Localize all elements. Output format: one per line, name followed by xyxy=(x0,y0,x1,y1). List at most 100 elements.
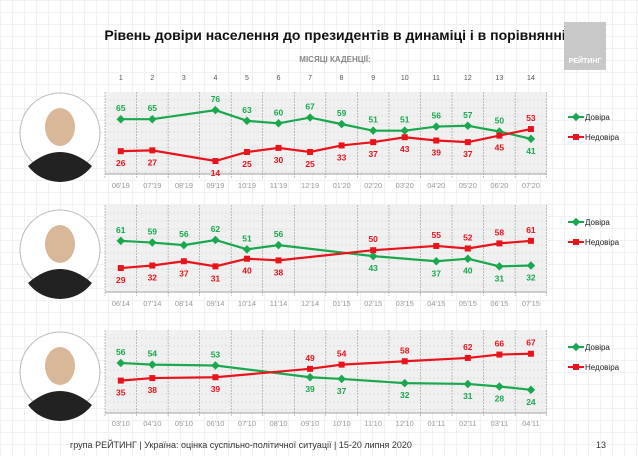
data-label: 76 xyxy=(211,94,221,104)
portrait-suit xyxy=(28,152,92,182)
data-label: 56 xyxy=(274,229,284,239)
data-label: 50 xyxy=(495,116,505,126)
data-label: 62 xyxy=(463,342,473,352)
trust-point xyxy=(274,119,283,128)
distrust-point xyxy=(338,142,345,149)
x-tick-label: 03'15 xyxy=(396,299,414,308)
data-label: 35 xyxy=(116,388,126,398)
data-label: 50 xyxy=(368,234,378,244)
data-label: 67 xyxy=(526,338,536,348)
data-label: 51 xyxy=(242,233,252,243)
data-label: 43 xyxy=(400,144,410,154)
x-tick-label: 08'19 xyxy=(175,181,193,190)
distrust-point xyxy=(527,350,534,357)
x-tick-label: 02'20 xyxy=(364,181,382,190)
trust-point xyxy=(305,372,315,382)
x-tick-label: 11'10 xyxy=(364,419,382,428)
x-tick-label: 07'15 xyxy=(522,299,540,308)
portrait-face xyxy=(45,225,75,263)
data-label: 45 xyxy=(495,143,505,153)
trust-point xyxy=(211,105,220,115)
legend-label-distrust: Недовіра xyxy=(585,238,620,247)
x-tick-label: 09'14 xyxy=(206,299,224,308)
x-tick-label: 03'10 xyxy=(112,419,130,428)
data-label: 53 xyxy=(526,113,536,123)
x-tick-label: 11'14 xyxy=(270,299,288,308)
month-number: 11 xyxy=(433,75,440,82)
month-number: 9 xyxy=(371,75,375,82)
month-number: 8 xyxy=(340,75,344,82)
distrust-point xyxy=(117,265,124,272)
legend-marker xyxy=(573,239,579,245)
legend-label-trust: Довіра xyxy=(585,343,610,352)
x-tick-label: 04'15 xyxy=(427,299,445,308)
x-tick-label: 02'11 xyxy=(459,419,477,428)
distrust-point xyxy=(464,245,471,252)
data-label: 61 xyxy=(526,225,536,235)
data-label: 55 xyxy=(432,230,442,240)
distrust-point xyxy=(370,247,377,254)
distrust-point xyxy=(212,374,219,381)
data-label: 39 xyxy=(432,148,442,158)
x-tick-label: 03'20 xyxy=(396,181,414,190)
x-tick-label: 06'10 xyxy=(206,419,224,428)
trust-point xyxy=(337,119,346,129)
data-label: 59 xyxy=(148,227,158,237)
trust-point xyxy=(148,238,157,247)
data-label: 51 xyxy=(368,115,378,125)
trust-point xyxy=(116,236,126,246)
trust-point xyxy=(495,262,504,271)
distrust-point xyxy=(496,351,503,358)
distrust-point xyxy=(117,377,124,384)
data-label: 38 xyxy=(148,385,158,395)
data-label: 37 xyxy=(368,149,378,159)
trust-point xyxy=(274,240,283,250)
data-label: 58 xyxy=(400,345,410,355)
month-number: 13 xyxy=(495,75,503,82)
trust-point xyxy=(400,378,409,388)
page-number: 13 xyxy=(596,440,607,450)
month-number: 7 xyxy=(308,75,312,82)
distrust-point xyxy=(496,132,503,139)
distrust-point xyxy=(527,126,534,133)
x-tick-label: 01'11 xyxy=(427,419,445,428)
tenure-months-label: МІСЯЦІ КАДЕНЦІЇ: xyxy=(299,55,371,64)
data-label: 37 xyxy=(337,386,347,396)
data-label: 65 xyxy=(148,103,158,113)
data-label: 31 xyxy=(463,391,473,401)
data-label: 54 xyxy=(337,349,347,359)
legend-label-trust: Довіра xyxy=(585,113,610,122)
data-label: 57 xyxy=(463,110,473,120)
data-label: 32 xyxy=(148,273,158,283)
x-tick-label: 09'10 xyxy=(301,419,319,428)
x-tick-label: 07'10 xyxy=(238,419,256,428)
legend-label-trust: Довіра xyxy=(585,218,610,227)
trust-point xyxy=(242,116,252,126)
distrust-point xyxy=(180,258,187,265)
x-tick-label: 06'19 xyxy=(112,181,130,190)
distrust-point xyxy=(243,149,250,155)
distrust-point xyxy=(275,257,282,264)
trust-point xyxy=(495,382,504,391)
x-tick-label: 05'15 xyxy=(459,299,477,308)
trust-point xyxy=(211,235,220,245)
data-label: 14 xyxy=(211,168,221,178)
distrust-point xyxy=(401,358,408,365)
footer-text: група РЕЙТИНГ | Україна: оцінка суспільн… xyxy=(70,440,412,450)
data-label: 58 xyxy=(495,227,505,237)
trust-point xyxy=(432,122,441,131)
data-label: 26 xyxy=(116,158,126,168)
data-label: 37 xyxy=(463,149,473,159)
data-label: 28 xyxy=(495,393,505,403)
data-label: 61 xyxy=(116,225,126,235)
distrust-point xyxy=(370,139,377,146)
distrust-point xyxy=(464,354,471,361)
data-label: 31 xyxy=(495,273,505,283)
x-tick-label: 12'19 xyxy=(301,181,319,190)
rating-logo: РЕЙТИНГ xyxy=(564,22,606,70)
trust-point xyxy=(148,114,157,124)
x-tick-label: 01'15 xyxy=(333,299,351,308)
trust-point xyxy=(463,121,473,131)
distrust-point xyxy=(496,240,503,247)
